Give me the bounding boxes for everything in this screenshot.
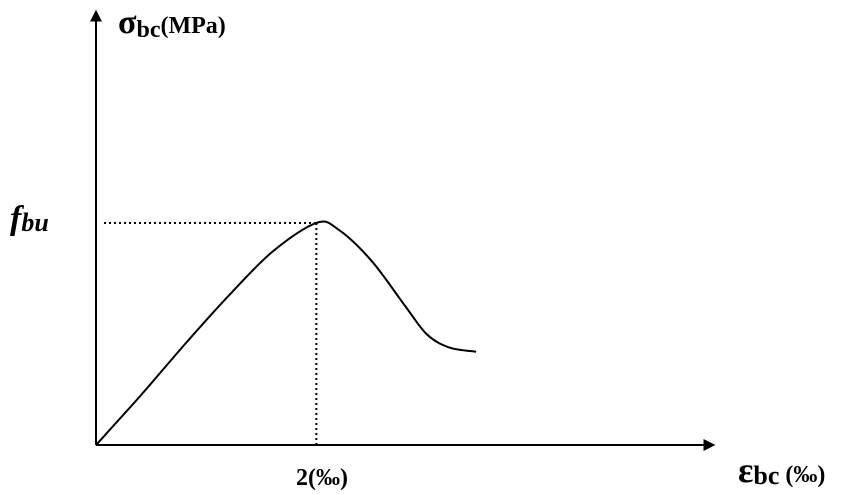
y-axis-label: σbc(MPa) <box>118 4 226 43</box>
peak-stress-subscript: bu <box>21 208 48 237</box>
peak-strain-label: 2(‰) <box>296 465 348 491</box>
x-axis-label: εbc (‰) <box>738 450 825 490</box>
y-axis-symbol: σ <box>118 4 137 41</box>
y-axis-subscript: bc <box>137 17 161 43</box>
x-axis-symbol: ε <box>738 450 753 490</box>
stress-strain-curve <box>95 220 477 446</box>
peak-stress-symbol: f <box>10 200 25 237</box>
x-axis-unit: (‰) <box>779 462 825 488</box>
peak-stress-label: fbu <box>10 200 49 237</box>
x-axis-subscript: bc <box>753 461 779 490</box>
y-axis-unit: (MPa) <box>161 13 226 39</box>
